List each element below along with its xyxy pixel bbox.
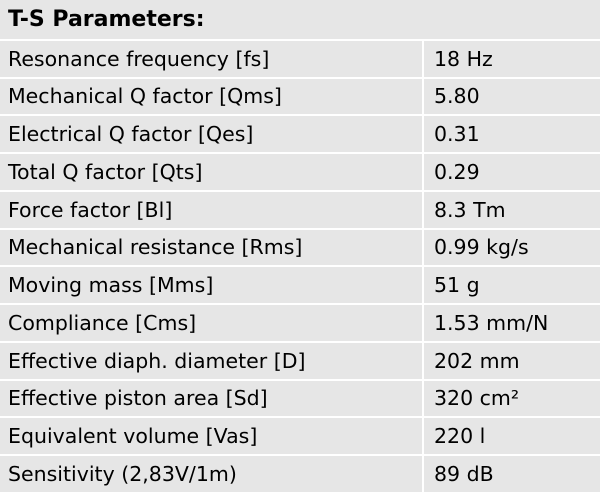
parameter-label: Effective piston area [Sd]	[0, 380, 424, 419]
table-row-moving-mass: Moving mass [Mms] 51 g	[0, 267, 600, 306]
parameter-label: Moving mass [Mms]	[0, 267, 424, 306]
parameter-label: Resonance frequency [fs]	[0, 40, 424, 79]
table-row-effective-piston-area: Effective piston area [Sd] 320 cm²	[0, 380, 600, 419]
table-row-force-factor: Force factor [Bl] 8.3 Tm	[0, 191, 600, 230]
parameter-label: Sensitivity (2,83V/1m)	[0, 456, 424, 494]
table-row-effective-diaphragm-diameter: Effective diaph. diameter [D] 202 mm	[0, 342, 600, 381]
parameter-value: 8.3 Tm	[424, 191, 600, 230]
parameter-label: Equivalent volume [Vas]	[0, 418, 424, 457]
parameter-label: Compliance [Cms]	[0, 305, 424, 343]
table-row-compliance: Compliance [Cms] 1.53 mm/N	[0, 305, 600, 343]
parameter-label: Effective diaph. diameter [D]	[0, 342, 424, 381]
parameter-value: 220 l	[424, 418, 600, 457]
parameter-value: 5.80	[424, 78, 600, 117]
parameter-value: 89 dB	[424, 456, 600, 494]
table-row-total-q-factor: Total Q factor [Qts] 0.29	[0, 154, 600, 192]
table-row-mechanical-resistance: Mechanical resistance [Rms] 0.99 kg/s	[0, 229, 600, 268]
table-row-electrical-q-factor: Electrical Q factor [Qes] 0.31	[0, 116, 600, 155]
table-row-equivalent-volume: Equivalent volume [Vas] 220 l	[0, 418, 600, 457]
table-row-mechanical-q-factor: Mechanical Q factor [Qms] 5.80	[0, 78, 600, 117]
parameter-value: 1.53 mm/N	[424, 305, 600, 343]
parameter-value: 0.29	[424, 154, 600, 192]
parameter-value: 18 Hz	[424, 40, 600, 79]
parameter-value: 320 cm²	[424, 380, 600, 419]
table-title: T-S Parameters:	[0, 0, 600, 41]
parameter-label: Total Q factor [Qts]	[0, 154, 424, 192]
table-header-row: T-S Parameters:	[0, 0, 600, 41]
parameter-value: 0.31	[424, 116, 600, 155]
parameter-label: Force factor [Bl]	[0, 191, 424, 230]
parameter-value: 51 g	[424, 267, 600, 306]
parameter-label: Mechanical Q factor [Qms]	[0, 78, 424, 117]
table-row-resonance-frequency: Resonance frequency [fs] 18 Hz	[0, 40, 600, 79]
parameter-label: Mechanical resistance [Rms]	[0, 229, 424, 268]
parameter-value: 202 mm	[424, 342, 600, 381]
table-row-sensitivity: Sensitivity (2,83V/1m) 89 dB	[0, 456, 600, 494]
parameter-label: Electrical Q factor [Qes]	[0, 116, 424, 155]
parameter-value: 0.99 kg/s	[424, 229, 600, 268]
